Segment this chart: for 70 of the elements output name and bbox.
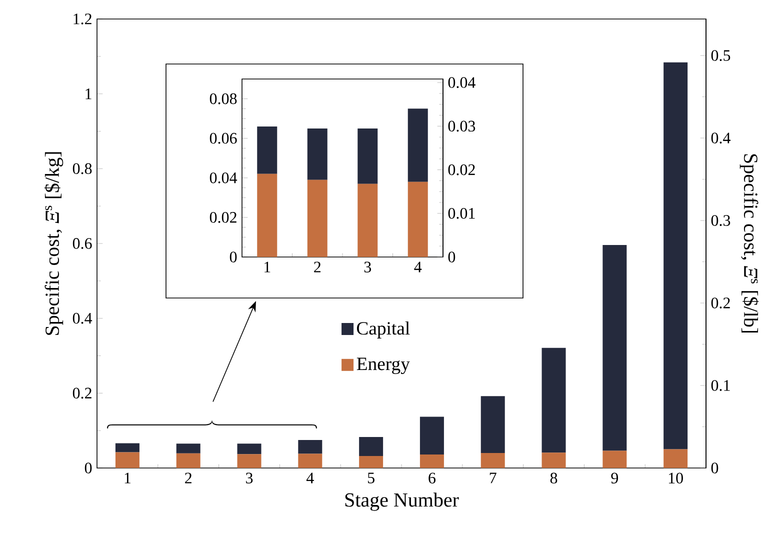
y-tick-label: 0.6 — [72, 238, 92, 249]
y2-tick-label: 0 — [711, 462, 718, 474]
bar — [359, 456, 384, 468]
bar — [358, 184, 378, 257]
y-tick-label: 0.4 — [72, 312, 92, 324]
y2-tick-label: 0 — [448, 252, 456, 262]
bar — [359, 436, 384, 456]
bar — [408, 182, 428, 257]
y-tick-label: 0 — [84, 462, 92, 474]
y2-tick-label: 0.03 — [448, 120, 476, 132]
bar — [664, 62, 688, 450]
bar — [115, 443, 140, 452]
x-tick-label: 7 — [490, 472, 496, 484]
y2-tick-label: 0.02 — [448, 164, 475, 176]
y2-tick-label: 0.3 — [711, 215, 730, 226]
x-tick-label: 10 — [668, 472, 683, 484]
y-tick-label: 0.04 — [210, 172, 238, 184]
bar — [480, 396, 505, 454]
y-tick-label: 1.2 — [74, 14, 92, 24]
bar — [257, 174, 278, 257]
y-tick-label: 0.2 — [72, 388, 92, 399]
legend-label: Capital — [356, 322, 410, 338]
x-tick-label: 4 — [306, 472, 314, 484]
bar — [542, 452, 566, 468]
x-tick-label: 9 — [611, 472, 618, 484]
bar — [408, 108, 428, 182]
legend-label: Energy — [356, 358, 410, 374]
bar — [480, 453, 505, 468]
y2-axis-title: Specific cost, Ξ$^{s}$ [$/lb] — [740, 154, 759, 333]
y2-tick-label: 0.2 — [711, 298, 730, 308]
x-tick-label: 2 — [314, 262, 320, 272]
bar — [298, 454, 322, 468]
bar — [237, 454, 262, 468]
bar — [420, 454, 444, 468]
y-axis-title: Specific cost, Ξ$^{s}$ [$/kg] — [44, 152, 64, 335]
bar — [176, 453, 200, 468]
x-tick-label: 1 — [264, 262, 270, 272]
bar — [237, 444, 262, 454]
bar — [420, 416, 444, 455]
x-tick-label: 3 — [246, 472, 253, 484]
y2-tick-label: 0.1 — [711, 380, 730, 391]
y-tick-label: 0.8 — [72, 163, 92, 174]
x-tick-label: 6 — [428, 472, 436, 484]
x-tick-label: 8 — [550, 472, 558, 484]
x-tick-label: 4 — [414, 262, 422, 272]
x-axis-title: Stage Number — [345, 492, 459, 511]
bar — [542, 348, 566, 453]
y2-tick-label: 0.01 — [448, 208, 475, 219]
y2-tick-label: 0.04 — [448, 77, 476, 88]
x-tick-label: 5 — [368, 472, 374, 484]
y2-tick-label: 0.4 — [711, 132, 730, 144]
bar — [307, 180, 328, 257]
x-tick-label: 1 — [124, 472, 130, 484]
bar — [257, 126, 278, 174]
y2-tick-label: 0.5 — [711, 50, 730, 61]
bar — [358, 128, 378, 184]
y-tick-label: 0.06 — [210, 132, 237, 144]
y-tick-label: 0.02 — [210, 212, 236, 223]
y-tick-label: 0 — [230, 252, 237, 262]
bar — [602, 245, 627, 451]
bar — [664, 449, 688, 468]
y-tick-label: 0.08 — [210, 93, 237, 104]
bar — [298, 440, 322, 454]
x-tick-label: 2 — [185, 472, 192, 484]
x-tick-label: 3 — [364, 262, 372, 272]
bar — [602, 450, 627, 468]
y-tick-label: 1 — [86, 88, 92, 100]
bar — [307, 128, 328, 180]
bar — [115, 452, 140, 468]
bar — [176, 444, 200, 454]
